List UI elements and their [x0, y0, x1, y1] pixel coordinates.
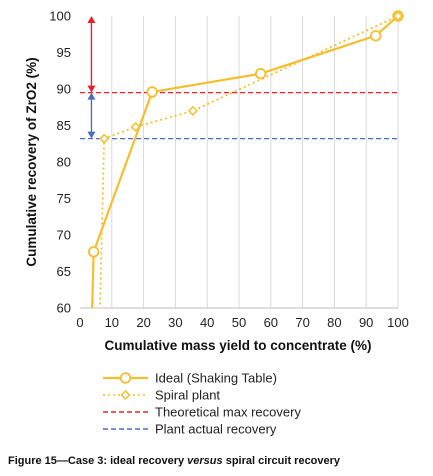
legend-item: Spiral plant [103, 388, 220, 403]
data-point [254, 67, 267, 80]
legend-label: Theoretical max recovery [155, 405, 301, 420]
legend-label: Plant actual recovery [155, 422, 277, 437]
x-tick-label: 60 [264, 315, 278, 330]
legend: Ideal (Shaking Table) Spiral plant Theoret… [103, 371, 301, 437]
caption-emphasis: versus [187, 455, 223, 467]
x-tick-label: 10 [105, 315, 119, 330]
annotations [87, 16, 96, 139]
y-tick-label: 95 [57, 45, 71, 60]
x-tick-label: 0 [76, 315, 83, 330]
x-tick-label: 100 [387, 315, 409, 330]
series-line [91, 16, 398, 308]
data-point [87, 246, 100, 258]
y-tick-label: 75 [57, 191, 71, 206]
arrow-head [87, 85, 96, 93]
x-tick-label: 20 [136, 315, 150, 330]
arrow-head [87, 16, 96, 23]
x-tick-label: 50 [232, 315, 246, 330]
caption-suffix: spiral circuit recovery [222, 455, 341, 467]
y-tick-label: 100 [49, 9, 71, 24]
data-point [187, 105, 198, 116]
x-tick-label: 30 [168, 315, 182, 330]
y-tick-label: 90 [57, 82, 71, 97]
legend-item: Theoretical max recovery [103, 405, 301, 420]
data-point [130, 121, 141, 133]
y-tick-label: 60 [57, 301, 71, 316]
y-tick-label: 80 [57, 155, 71, 170]
x-tick-label: 90 [359, 315, 373, 330]
data-point [99, 133, 110, 144]
data-point [392, 10, 404, 22]
y-tick-label: 70 [57, 228, 71, 243]
data-point [370, 30, 382, 42]
figure-caption: Figure 15—Case 3: ideal recovery versus … [8, 455, 340, 467]
x-tick-label: 80 [327, 315, 341, 330]
y-tick-label: 65 [57, 264, 71, 279]
reference-lines [80, 92, 398, 140]
legend-marker [120, 389, 131, 401]
legend-marker [119, 372, 132, 384]
legend-label: Spiral plant [155, 388, 220, 403]
double-arrow [87, 92, 96, 139]
x-tick-label: 70 [295, 315, 309, 330]
arrow-head [87, 131, 96, 139]
series-markers [87, 10, 404, 258]
arrow-head [87, 92, 96, 100]
legend-label: Ideal (Shaking Table) [155, 371, 277, 386]
series-lines [91, 16, 398, 308]
y-axis-title: Cumulative recovery of ZrO2 (%) [24, 57, 39, 266]
x-axis-title: Cumulative mass yield to concentrate (%) [104, 338, 371, 353]
data-point [146, 86, 158, 98]
x-tick-labels: 0 10 20 30 40 50 60 70 80 90 100 [76, 315, 408, 330]
legend-item: Ideal (Shaking Table) [103, 371, 277, 386]
y-tick-labels: 60 65 70 75 80 85 90 95 100 [49, 9, 71, 316]
y-tick-label: 85 [57, 118, 71, 133]
double-arrow [87, 16, 96, 93]
legend-item: Plant actual recovery [103, 422, 277, 437]
x-tick-label: 40 [200, 315, 214, 330]
gridlines [111, 16, 399, 308]
caption-prefix: Figure 15—Case 3: ideal recovery [8, 455, 188, 467]
